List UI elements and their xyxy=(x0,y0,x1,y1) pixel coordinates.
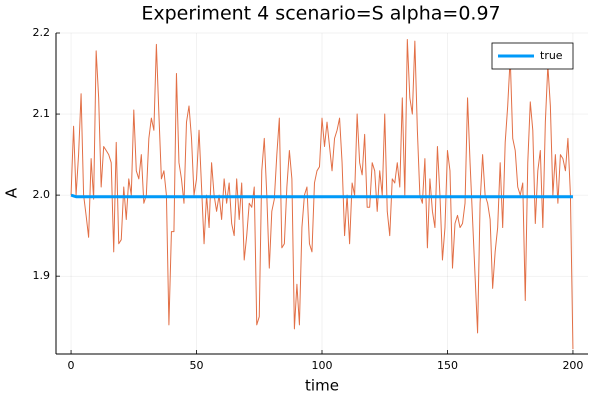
y-tick-label: 2.1 xyxy=(33,107,51,120)
chart-title: Experiment 4 scenario=S alpha=0.97 xyxy=(141,3,500,25)
series-line xyxy=(70,38,574,350)
y-tick-label: 2.0 xyxy=(33,188,51,201)
x-tick-label: 200 xyxy=(562,359,583,372)
series-line xyxy=(70,193,573,199)
x-axis-label: time xyxy=(305,377,339,395)
y-tick-label: 2.2 xyxy=(33,26,51,39)
x-tick-label: 100 xyxy=(312,359,333,372)
x-tick-label: 50 xyxy=(190,359,204,372)
legend-label: true xyxy=(540,49,563,62)
x-tick-label: 0 xyxy=(68,359,75,372)
y-tick-label: 1.9 xyxy=(33,269,51,282)
x-tick-label: 150 xyxy=(437,359,458,372)
y-axis-label: A xyxy=(3,187,21,198)
